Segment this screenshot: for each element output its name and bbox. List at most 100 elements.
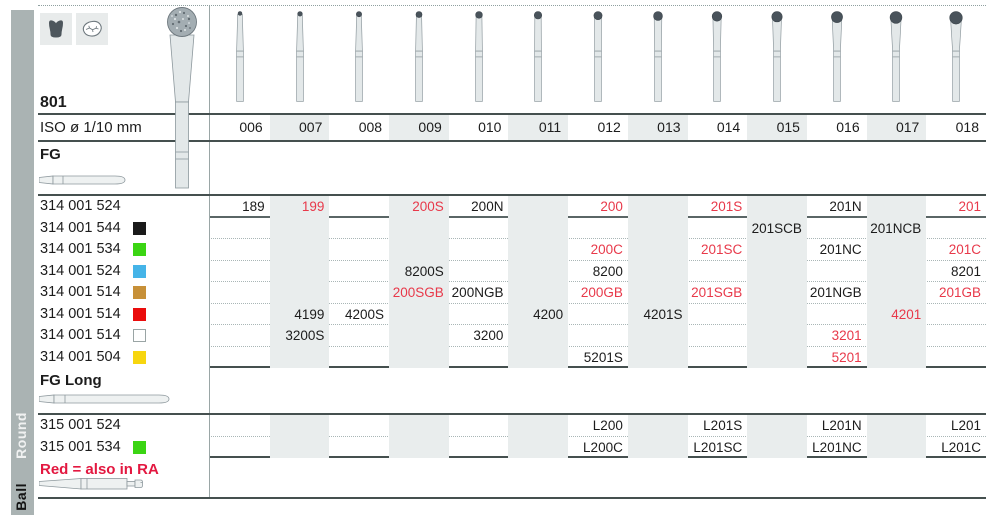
product-number-cell: 4201 [866,303,927,325]
fg-long-rows: 315 001 524 L200 L201S L201N L201 315 001 534… [38,415,986,458]
product-number-cell: 5201 [831,349,862,365]
iso-column-015: 015 [747,115,807,140]
empty-cell [747,346,807,368]
iso-column-010: 010 [478,119,502,135]
product-row: 314 001 514 4199 4200S 4200 4201S 4201 [38,303,986,326]
empty-cell [329,218,389,240]
product-number-cell: 201 [958,199,981,214]
product-number-cell: 3201 [831,328,862,343]
empty-cell [269,260,330,282]
empty-cell [329,239,389,261]
empty-cell [866,436,927,458]
footnote-row: Red = also in RA [38,458,986,499]
order-code: 315 001 524 [40,417,121,433]
empty-cell [269,415,330,437]
bur-size-icon-017 [867,6,927,113]
empty-cell [926,218,986,240]
product-number-cell: 200S [389,196,449,218]
empty-cell [508,346,569,368]
bur-size-icon-007 [270,6,330,113]
order-code: 315 001 534 [40,438,121,455]
empty-cell [329,282,389,304]
product-number-cell: 201C [948,242,981,257]
iso-column-018: 018 [955,119,979,135]
empty-cell [210,437,270,459]
product-row: 314 001 514 200SGB 200NGB 200GB 201SGB 201NGB… [38,282,986,304]
empty-cell [210,304,270,326]
empty-cell [807,304,867,326]
empty-cell [329,415,389,437]
product-number-cell: 4199 [269,303,330,325]
empty-cell [508,260,569,282]
empty-cell [627,217,688,239]
product-row: 314 001 524 189 199 200S 200N 200 201S 201N 201 [38,196,986,218]
empty-cell [329,196,389,218]
empty-cell [627,239,688,261]
empty-cell [449,415,509,437]
indication-icons [40,13,108,45]
order-code: 314 001 524 [40,262,121,279]
order-code: 314 001 514 [40,305,121,322]
empty-cell [389,325,449,347]
empty-cell [508,325,569,347]
empty-cell [866,415,927,437]
fg-rows: 314 001 524 189 199 200S 200N 200 201S 201N 201 3… [38,196,986,368]
empty-cell [210,282,270,304]
iso-column-013: 013 [627,115,688,140]
empty-cell [688,261,748,283]
empty-cell [747,325,807,347]
iso-column-017: 017 [866,115,927,140]
product-number-cell: L201C [941,439,981,455]
empty-cell [568,325,628,347]
empty-cell [866,239,927,261]
order-code: 314 001 544 [40,219,121,236]
empty-cell [866,196,927,218]
bur-illustration-row: 801 [38,5,986,189]
red-ra-note: Red = also in RA [40,461,159,478]
empty-cell [747,260,807,282]
bur-size-icon-009 [389,6,449,113]
product-number-cell: 200 [600,199,623,214]
iso-column-006: 006 [239,119,263,135]
empty-cell [389,303,449,325]
empty-cell [329,325,389,347]
empty-cell [747,196,807,218]
product-number-cell: 201GB [938,285,981,300]
empty-cell [329,347,389,369]
empty-cell [747,303,807,325]
order-code-cell: 314 001 534 [38,239,210,261]
product-number-cell: 199 [269,196,330,218]
bur-size-icon-008 [329,6,389,113]
color-code-swatch-ochre [133,286,146,299]
empty-cell [627,260,688,282]
iso-column-008: 008 [358,119,383,135]
empty-cell [568,218,628,240]
product-number-cell: 8200S [389,260,449,282]
product-number-cell: 8200 [592,263,623,279]
order-code-cell: 314 001 514 [38,325,210,347]
empty-cell [926,347,986,369]
bur-801-large-illustration [167,7,197,189]
empty-cell [508,415,569,437]
product-row: 314 001 504 5201S 5201 [38,346,986,369]
iso-column-016: 016 [836,119,860,135]
crown-icon [40,13,72,45]
order-code-cell: 314 001 504 [38,346,210,368]
product-number-cell: 201S [710,199,743,214]
order-code-cell: 314 001 524 [38,196,210,218]
empty-cell [449,347,509,369]
bur-size-icon-006 [210,6,270,113]
iso-column-014: 014 [716,119,741,135]
category-sidebar: Round Ball [11,10,34,515]
product-number-cell: 201SCB [747,217,807,239]
figure-header-cell: 801 [38,6,210,189]
empty-cell [210,261,270,283]
product-number-cell: 4200 [508,303,569,325]
empty-cell [747,436,807,458]
iso-column-009: 009 [389,115,449,140]
product-number-cell: 200SGB [389,282,449,304]
bur-size-icon-013 [628,6,688,113]
product-number-cell: L201 [950,418,981,433]
empty-section-area [210,368,986,413]
empty-cell [866,260,927,282]
